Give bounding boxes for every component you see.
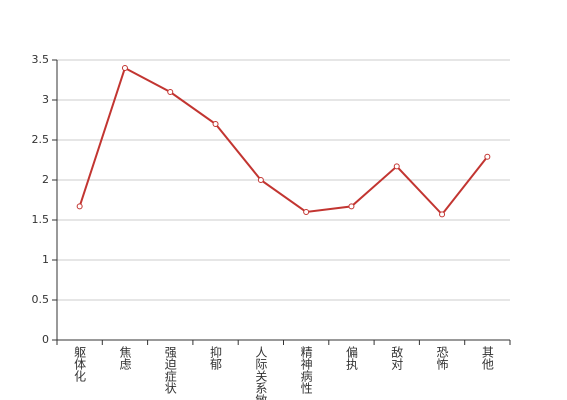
- x-tick-label: 恐怖: [435, 346, 449, 370]
- y-tick-label: 2: [42, 173, 49, 186]
- x-tick-label: 焦虑: [118, 346, 132, 370]
- y-tick-label: 1.5: [32, 213, 50, 226]
- y-tick-label: 3.5: [32, 53, 50, 66]
- point: [121, 65, 128, 71]
- x-tick-label: 其他: [480, 346, 494, 370]
- x-tick-label: 敌对: [390, 345, 404, 370]
- y-tick-label: 0: [42, 333, 49, 346]
- point: [393, 163, 400, 170]
- point: [167, 89, 174, 95]
- y-tick-label: 0.5: [32, 293, 50, 306]
- point: [348, 203, 355, 210]
- point: [303, 209, 310, 215]
- x-tick-label: 偏执: [344, 345, 358, 371]
- point: [439, 211, 446, 218]
- x-tick-label: 强迫症状: [163, 346, 177, 394]
- point: [484, 153, 491, 160]
- y-tick-label: 1: [42, 253, 49, 266]
- y-tick-label: 3: [42, 93, 49, 106]
- x-tick-label: 精神病性: [299, 346, 313, 395]
- x-tick-label: 抑郁: [209, 345, 223, 371]
- point: [257, 177, 264, 183]
- y-tick-label: 2.5: [32, 133, 50, 146]
- x-tick-label: 人际关系敏感: [254, 346, 268, 400]
- point: [212, 121, 219, 127]
- x-tick-label: 躯体化: [73, 345, 87, 383]
- point: [76, 203, 83, 210]
- line: [78, 66, 489, 216]
